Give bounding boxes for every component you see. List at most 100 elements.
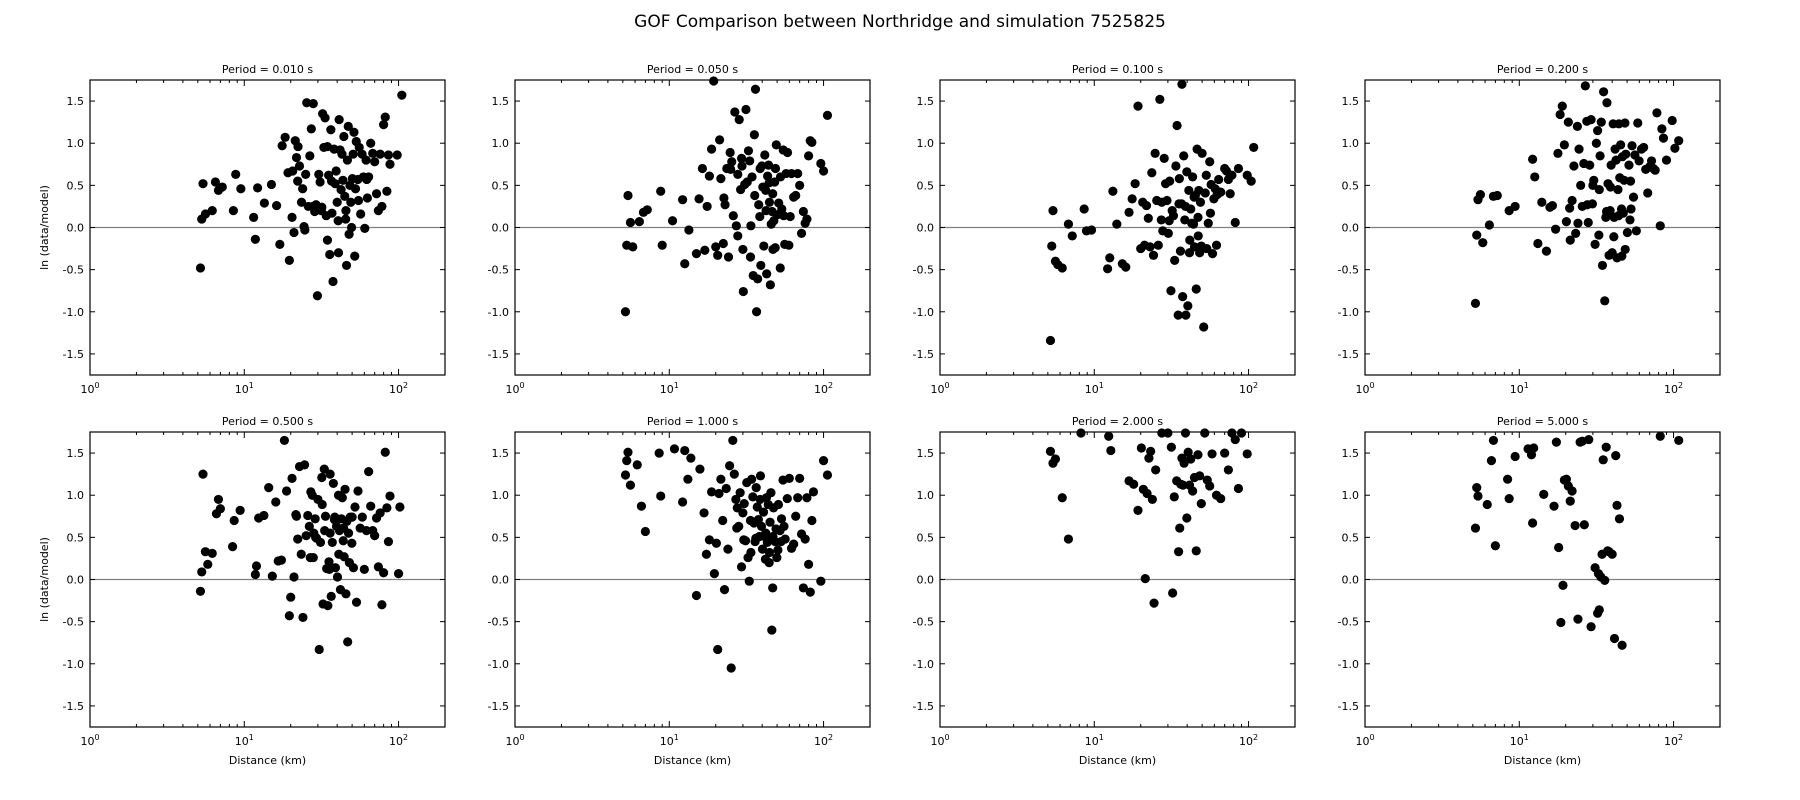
data-point [1108, 186, 1118, 196]
data-point [773, 545, 783, 555]
data-point [250, 569, 260, 580]
data-point [1185, 235, 1195, 245]
data-point [1188, 172, 1198, 182]
data-point [796, 228, 807, 238]
data-point [695, 464, 705, 474]
data-point [277, 141, 287, 151]
data-point [1200, 188, 1210, 198]
data-point [198, 179, 208, 189]
data-point [1211, 240, 1222, 250]
y-tick-label: 1.0 [1342, 489, 1360, 502]
data-point [704, 171, 715, 181]
data-point [716, 474, 726, 484]
data-point [1634, 156, 1644, 166]
data-point [779, 211, 789, 221]
data-point [680, 445, 690, 456]
data-point [636, 501, 647, 511]
data-point [1230, 217, 1240, 228]
data-point [371, 189, 382, 199]
data-point [1173, 547, 1184, 557]
data-point [1561, 217, 1571, 227]
data-point [1533, 238, 1543, 249]
data-point [1600, 296, 1610, 306]
data-point [749, 130, 759, 140]
data-point [1643, 188, 1653, 198]
data-point [764, 558, 774, 568]
data-point [337, 149, 347, 159]
data-point [1205, 481, 1215, 491]
data-point [351, 597, 362, 607]
y-tick-label: 0.0 [917, 574, 935, 587]
data-point [1594, 605, 1604, 615]
data-point [293, 176, 303, 186]
data-point [1127, 194, 1137, 204]
data-point [325, 469, 335, 479]
data-point [368, 148, 378, 158]
data-point [291, 511, 302, 521]
data-point [709, 76, 719, 86]
data-point [1225, 189, 1235, 199]
y-tick-label: -0.5 [913, 616, 934, 629]
data-point [1150, 148, 1160, 158]
data-point [1549, 501, 1559, 511]
data-point [251, 561, 262, 571]
data-point [1179, 458, 1189, 468]
data-point [741, 104, 751, 115]
y-tick-label: 0.5 [67, 179, 85, 192]
figure-title: GOF Comparison between Northridge and si… [634, 12, 1166, 32]
data-point [1472, 230, 1482, 240]
data-point [734, 115, 744, 125]
data-point [1172, 120, 1182, 131]
data-point [691, 590, 702, 601]
data-point [730, 107, 740, 117]
data-point [737, 161, 747, 171]
data-point [341, 214, 351, 224]
data-point [760, 150, 770, 160]
data-point [253, 183, 263, 193]
data-point [356, 209, 366, 219]
y-tick-label: -1.0 [488, 306, 509, 319]
data-point [1186, 454, 1196, 464]
data-point [315, 177, 325, 187]
data-point [314, 644, 324, 655]
data-point [328, 478, 338, 489]
data-point [694, 194, 704, 204]
data-point [1583, 217, 1593, 228]
data-point [1579, 520, 1589, 530]
data-point [1143, 213, 1153, 223]
data-point [362, 174, 372, 185]
x-axis-label: Distance (km) [1079, 754, 1156, 767]
data-point [628, 242, 638, 252]
data-point [1050, 454, 1061, 464]
data-point [750, 84, 761, 94]
data-point [1205, 157, 1215, 167]
data-point [1249, 142, 1259, 153]
data-point [1611, 451, 1621, 461]
data-point [1063, 534, 1074, 544]
data-point [784, 240, 794, 250]
data-point [1490, 541, 1500, 551]
data-point [765, 280, 775, 290]
data-point [678, 195, 688, 205]
data-point [1598, 455, 1608, 465]
data-point [338, 523, 349, 533]
data-point [1195, 197, 1206, 207]
x-tick-label: 101 [1510, 381, 1529, 396]
data-point [758, 507, 769, 517]
x-tick-label: 100 [505, 733, 524, 748]
data-point [1181, 310, 1191, 320]
data-point [1223, 465, 1233, 475]
data-point [1628, 192, 1639, 202]
data-point [822, 110, 833, 120]
data-point [357, 512, 367, 522]
data-point [1086, 225, 1097, 235]
data-point [1605, 182, 1616, 192]
data-point [1067, 231, 1077, 241]
data-point [747, 172, 757, 182]
data-point [207, 206, 217, 216]
data-point [1155, 94, 1165, 104]
data-point [727, 157, 737, 167]
data-point [623, 447, 633, 457]
data-point [340, 484, 350, 494]
y-tick-label: -1.0 [913, 658, 934, 671]
